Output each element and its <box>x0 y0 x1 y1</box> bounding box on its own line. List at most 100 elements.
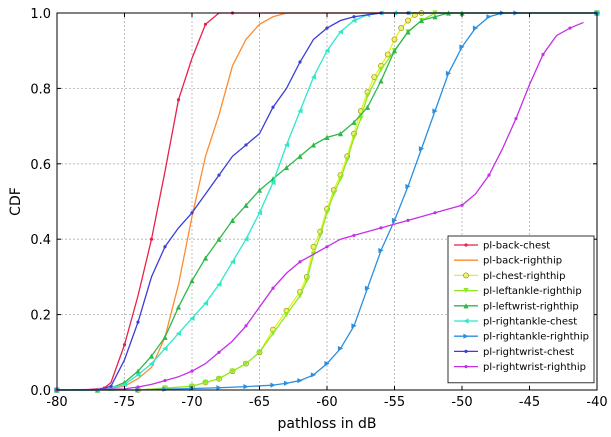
data-point <box>337 345 344 352</box>
data-point <box>351 17 357 24</box>
data-point <box>358 115 364 122</box>
legend-marker <box>463 303 469 309</box>
data-point <box>217 173 221 177</box>
data-point <box>135 372 141 378</box>
data-point <box>122 343 127 347</box>
series-line <box>57 12 597 391</box>
data-point <box>175 330 182 337</box>
data-point <box>391 48 398 54</box>
data-point <box>418 146 425 152</box>
data-point <box>325 245 329 249</box>
data-point <box>163 378 167 383</box>
data-point <box>352 15 356 19</box>
data-point <box>256 349 263 355</box>
data-point <box>310 74 317 80</box>
data-point <box>270 330 276 337</box>
data-point <box>297 108 303 114</box>
data-point <box>243 384 249 390</box>
data-point <box>405 29 411 35</box>
data-point <box>256 210 263 216</box>
legend-label: pl-rightwrist-chest <box>483 347 574 358</box>
data-point <box>460 203 464 207</box>
legend-marker <box>463 318 469 324</box>
data-point <box>351 134 357 141</box>
legend-item: pl-rightankle-righthip <box>454 332 589 343</box>
data-point <box>163 245 167 249</box>
data-point <box>175 304 182 310</box>
data-point <box>391 217 398 223</box>
data-point <box>541 52 545 57</box>
y-tick-label: 0.6 <box>30 158 51 173</box>
x-tick-label: -40 <box>586 395 607 410</box>
data-point <box>378 247 384 254</box>
legend-marker <box>463 288 469 294</box>
data-point <box>398 25 405 31</box>
legend-label: pl-rightankle-chest <box>483 317 577 328</box>
legend-item: pl-rightankle-chest <box>454 317 577 328</box>
data-point <box>271 105 275 109</box>
data-point <box>136 385 140 389</box>
data-point <box>243 236 249 242</box>
data-point <box>283 164 290 171</box>
data-point <box>405 183 411 190</box>
data-point <box>270 180 276 186</box>
data-point <box>190 211 194 215</box>
series-line <box>57 12 597 391</box>
data-point <box>271 286 275 290</box>
data-point <box>391 36 398 43</box>
legend-label: pl-back-righthip <box>483 256 562 267</box>
data-point <box>297 293 303 299</box>
data-point <box>135 368 141 374</box>
data-point <box>216 236 222 242</box>
data-point <box>331 191 337 197</box>
data-point <box>202 300 209 306</box>
y-tick-label: 0.2 <box>30 309 51 324</box>
data-point <box>337 176 344 182</box>
series-pl-rightankle-righthip <box>54 10 600 393</box>
legend: pl-back-chest pl-back-righthip pl-chest-ri… <box>447 235 595 384</box>
data-point <box>352 233 356 238</box>
y-tick-label: 0.0 <box>30 384 51 399</box>
data-point <box>337 29 344 35</box>
data-point <box>203 22 208 26</box>
data-point <box>337 131 344 137</box>
y-tick-label: 0.4 <box>30 233 51 248</box>
data-point <box>244 143 248 147</box>
data-point <box>433 211 437 215</box>
data-point <box>217 350 221 354</box>
data-point <box>244 324 248 328</box>
x-tick-label: -55 <box>384 395 405 410</box>
legend-label: pl-chest-righthip <box>483 271 565 282</box>
legend-item: pl-leftankle-righthip <box>454 286 582 297</box>
data-point <box>351 119 357 125</box>
data-point <box>310 142 317 148</box>
data-point <box>324 210 330 216</box>
legend-item: pl-back-righthip <box>454 256 562 267</box>
legend-label: pl-leftankle-righthip <box>483 286 582 297</box>
legend-item: pl-chest-righthip <box>454 271 565 282</box>
series-line <box>56 21 584 391</box>
data-point <box>445 70 452 76</box>
data-point <box>121 381 128 387</box>
data-point <box>216 281 222 288</box>
data-point <box>324 361 330 367</box>
data-point <box>162 334 168 340</box>
data-point <box>297 377 303 384</box>
data-point <box>283 312 290 318</box>
series-layer <box>54 10 600 393</box>
x-tick-label: -65 <box>249 395 270 410</box>
data-point <box>283 142 290 148</box>
x-tick-label: -80 <box>46 395 67 410</box>
data-point <box>364 93 371 99</box>
data-point <box>190 369 194 373</box>
legend-label: pl-back-chest <box>483 241 550 252</box>
data-point <box>379 226 383 230</box>
data-point <box>229 217 236 223</box>
data-point <box>162 345 168 352</box>
data-point <box>405 17 411 24</box>
data-point <box>487 173 491 177</box>
data-point <box>283 380 290 386</box>
data-point <box>109 384 113 388</box>
legend-label: pl-leftwrist-righthip <box>483 301 579 312</box>
